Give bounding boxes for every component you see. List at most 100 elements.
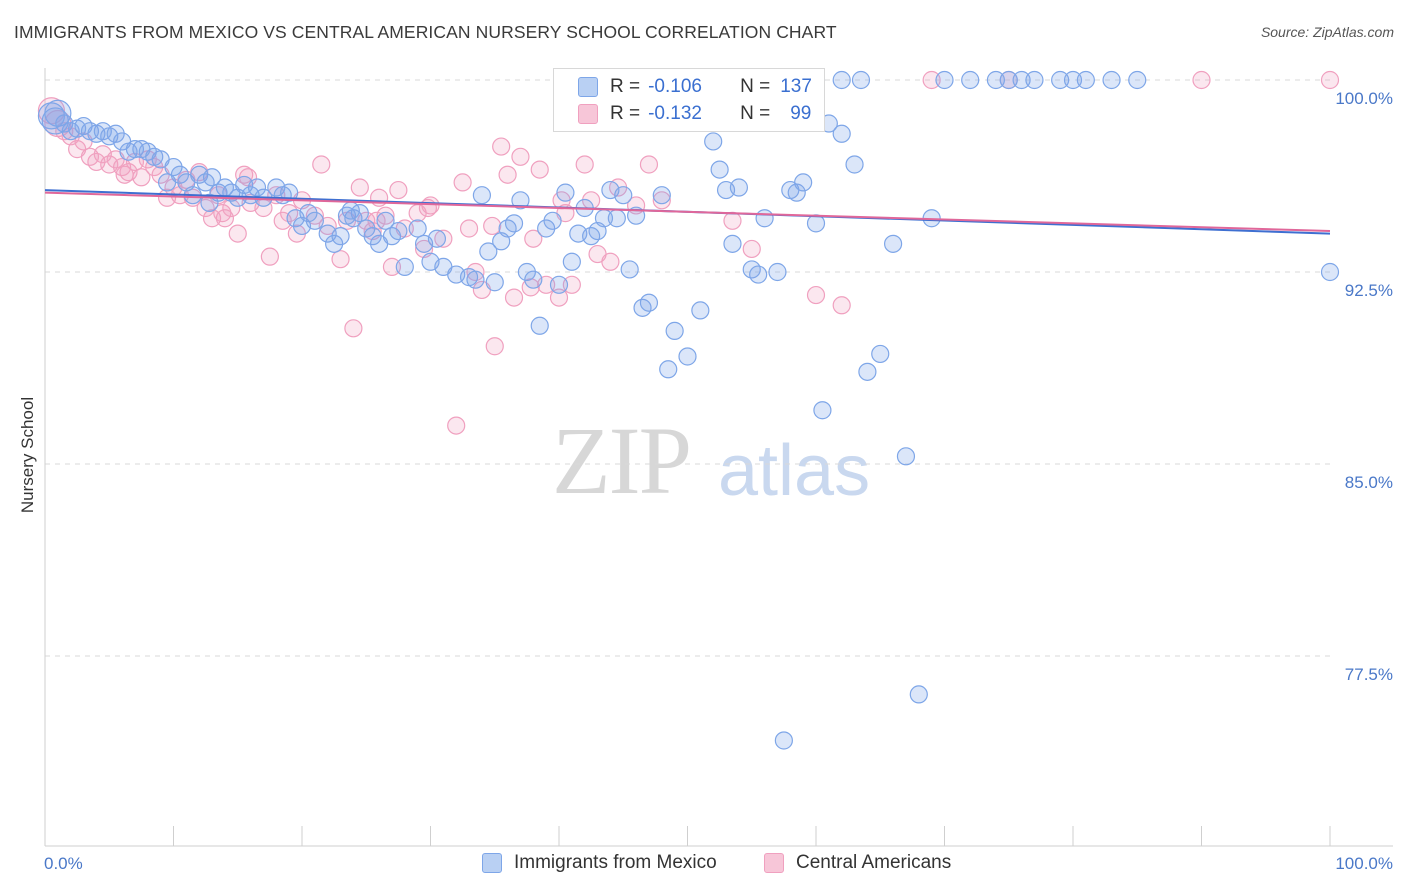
mexico-point-42 (331, 227, 350, 246)
legend-label-mexico: Immigrants from Mexico (514, 852, 717, 873)
mexico-point-63 (504, 214, 524, 233)
chart-title: IMMIGRANTS FROM MEXICO VS CENTRAL AMERIC… (14, 22, 837, 42)
mexico-point-139 (594, 209, 614, 228)
y-tick-label-3: 77.5% (1345, 665, 1393, 684)
tick-labels: 100.0% 92.5% 85.0% 77.5% 0.0% 100.0% (44, 89, 1393, 873)
mexico-point-135 (157, 173, 177, 192)
central-point-87 (1192, 70, 1211, 90)
watermark-atlas: atlas (718, 431, 871, 511)
mexico-point-77 (614, 186, 633, 205)
central-point-63 (498, 165, 517, 184)
mexico-point-137 (376, 211, 395, 230)
mexico-point-104 (883, 234, 903, 253)
central-point-95 (483, 216, 502, 236)
mexico-point-52 (408, 219, 427, 238)
legend-swatch-central (764, 853, 784, 873)
trend-line-central (44, 191, 1331, 233)
central-point-44 (350, 178, 369, 197)
mexico-point-2 (44, 99, 72, 127)
legend-item-mexico[interactable]: Immigrants from Mexico (482, 852, 717, 874)
mexico-point-82 (665, 321, 684, 340)
central-point-56 (447, 416, 466, 435)
legend-row-central: R = -0.132 N = 99 (578, 102, 811, 126)
gridlines (45, 79, 1330, 657)
mexico-point-143 (517, 262, 536, 282)
central-point-33 (260, 247, 279, 266)
mexico-point-111 (999, 70, 1018, 90)
legend-n-value-central: 99 (790, 103, 812, 124)
y-tick-label-0: 100.0% (1335, 89, 1393, 108)
mexico-point-105 (896, 447, 916, 466)
legend-swatch-mexico (482, 853, 502, 873)
mexico-point-51 (395, 257, 414, 276)
central-point-82 (742, 239, 761, 259)
mexico-point-100 (832, 124, 851, 143)
legend-r-label-2: R = (610, 103, 641, 124)
central-point-67 (530, 160, 549, 179)
central-point-64 (504, 288, 524, 307)
mexico-point-113 (1025, 70, 1044, 90)
mexico-point-144 (582, 227, 601, 246)
mexico-point-138 (492, 232, 511, 251)
mexico-point-101 (845, 155, 864, 174)
bottom-legend: Immigrants from Mexico Central Americans (0, 852, 1406, 878)
central-point-55 (434, 229, 453, 248)
central-point-54 (421, 196, 440, 215)
mexico-point-129 (851, 70, 871, 90)
central-point-88 (1320, 70, 1340, 90)
central-point-90 (115, 165, 134, 184)
legend-n-label-2: N = (740, 103, 771, 124)
legend-n-label: N = (740, 76, 771, 97)
axes (44, 68, 1393, 847)
mexico-point-103 (871, 344, 890, 364)
mexico-point-95 (787, 183, 806, 202)
central-point-72 (575, 155, 594, 174)
mexico-point-86 (710, 160, 729, 179)
central-point-48 (376, 206, 395, 225)
central-point-83 (806, 285, 826, 305)
x-tick-label-1: 100.0% (1335, 854, 1393, 873)
mexico-point-106 (909, 685, 928, 704)
legend-item-central[interactable]: Central Americans (764, 852, 951, 874)
mexico-point-141 (341, 201, 360, 220)
mexico-point-102 (858, 362, 877, 381)
mexico-point-112 (1012, 70, 1031, 90)
central-point-41 (331, 250, 350, 269)
central-point-29 (228, 224, 247, 243)
legend-r-value-central: -0.132 (648, 103, 702, 124)
mexico-point-70 (556, 183, 575, 202)
central-point-75 (601, 252, 620, 271)
mexico-point-35 (280, 183, 299, 202)
mexico-point-115 (1063, 70, 1083, 90)
mexico-point-116 (1076, 70, 1095, 90)
legend-swatch-blue (578, 77, 598, 97)
mexico-point-59 (472, 186, 491, 205)
mexico-point-39 (305, 211, 324, 230)
mexico-point-96 (794, 173, 813, 192)
central-point-66 (524, 229, 543, 248)
mexico-point-117 (1102, 70, 1121, 90)
central-point-85 (922, 70, 941, 90)
mexico-point-134 (774, 731, 793, 750)
mexico-point-71 (562, 252, 581, 271)
central-point-79 (652, 191, 671, 210)
mexico-point-89 (729, 178, 749, 197)
mexico-point-109 (961, 70, 980, 90)
central-point-58 (459, 219, 479, 238)
legend-r-value-mexico: -0.106 (648, 76, 702, 97)
central-point-57 (453, 173, 472, 192)
central-point-50 (389, 180, 408, 200)
central-point-25 (202, 209, 222, 228)
mexico-point-69 (549, 275, 569, 294)
mexico-point-108 (935, 70, 954, 90)
mexico-point-60 (479, 242, 498, 261)
x-tick-label-0: 0.0% (44, 854, 83, 873)
central-point-65 (511, 147, 530, 166)
central-point-91 (213, 204, 232, 223)
trend-lines (44, 189, 1331, 235)
mexico-point-85 (704, 132, 723, 151)
legend-swatch-pink (578, 104, 598, 124)
mexico-point-146 (659, 360, 678, 379)
mexico-point-142 (427, 229, 447, 248)
central-point-39 (312, 155, 331, 174)
